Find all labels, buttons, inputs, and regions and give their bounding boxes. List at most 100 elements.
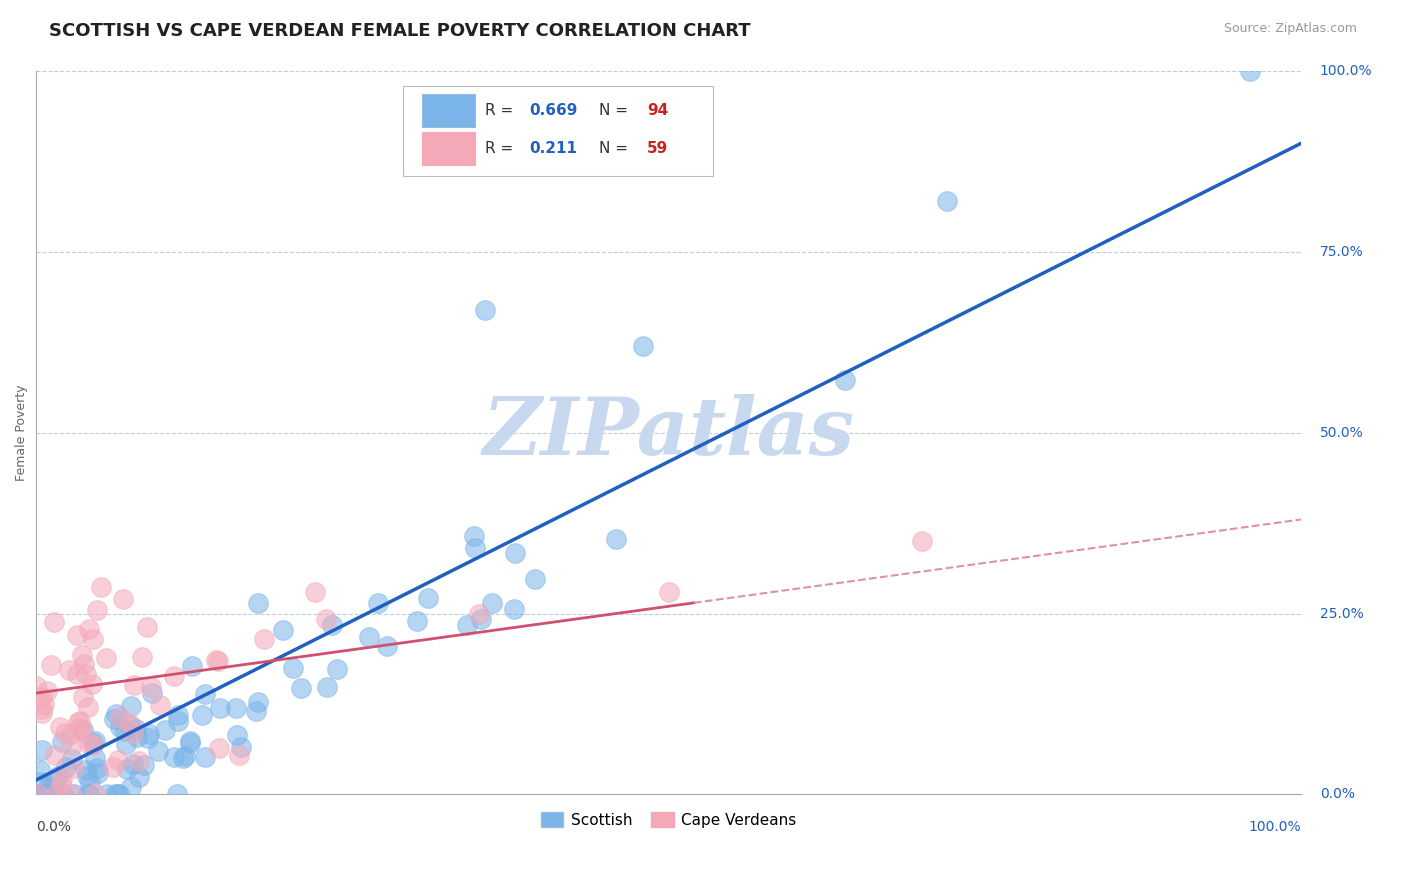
Text: SCOTTISH VS CAPE VERDEAN FEMALE POVERTY CORRELATION CHART: SCOTTISH VS CAPE VERDEAN FEMALE POVERTY … — [49, 22, 751, 40]
Point — [121, 725, 143, 739]
Point — [367, 596, 389, 610]
Point — [209, 700, 232, 714]
Point — [166, 708, 188, 723]
Point — [69, 714, 91, 729]
Text: 100.0%: 100.0% — [1249, 820, 1301, 834]
Point — [31, 690, 53, 704]
Point — [42, 615, 65, 629]
Point — [174, 749, 197, 764]
Point — [30, 775, 52, 789]
Point — [66, 714, 89, 729]
Point — [141, 686, 163, 700]
Point — [59, 727, 82, 741]
Point — [117, 762, 139, 776]
Point — [247, 695, 270, 709]
Point — [326, 662, 349, 676]
Point — [49, 720, 72, 734]
Point — [75, 764, 97, 778]
Point — [172, 751, 194, 765]
Text: N =: N = — [599, 103, 633, 119]
Point — [406, 615, 429, 629]
Point — [107, 753, 129, 767]
Point — [86, 603, 108, 617]
Point — [31, 706, 53, 720]
Point — [321, 618, 343, 632]
Point — [67, 722, 90, 736]
Point — [76, 769, 98, 783]
Point — [110, 710, 132, 724]
Point — [45, 788, 67, 802]
Point — [87, 765, 110, 780]
Point — [502, 602, 524, 616]
FancyBboxPatch shape — [404, 86, 713, 176]
Point — [148, 743, 170, 757]
Point — [633, 339, 655, 353]
Point — [27, 788, 49, 802]
Point — [416, 591, 439, 606]
Point — [605, 532, 627, 546]
Point — [271, 623, 294, 637]
Point — [94, 651, 117, 665]
Point — [128, 754, 150, 768]
Point — [162, 750, 184, 764]
Point — [75, 667, 97, 681]
Point — [375, 640, 398, 654]
Point — [166, 788, 188, 802]
Point — [60, 788, 83, 802]
Point — [48, 788, 70, 802]
Point — [179, 734, 201, 748]
Text: 0.0%: 0.0% — [37, 820, 72, 834]
Point — [229, 739, 252, 754]
Point — [104, 706, 127, 721]
FancyBboxPatch shape — [422, 95, 475, 128]
Point — [456, 617, 478, 632]
Point — [141, 680, 163, 694]
Point — [315, 612, 337, 626]
Point — [128, 770, 150, 784]
Point — [120, 719, 142, 733]
Point — [86, 761, 108, 775]
Point — [52, 788, 75, 802]
Point — [474, 302, 496, 317]
Point — [228, 747, 250, 762]
Point — [464, 541, 486, 555]
Point — [60, 751, 83, 765]
Point — [120, 699, 142, 714]
Point — [524, 572, 547, 586]
Point — [463, 529, 485, 543]
Point — [120, 717, 142, 731]
Text: 0.0%: 0.0% — [1320, 788, 1355, 801]
Text: 0.669: 0.669 — [530, 103, 578, 119]
Point — [104, 788, 127, 802]
Point — [44, 747, 66, 762]
Point — [131, 650, 153, 665]
Point — [49, 777, 72, 791]
Point — [127, 730, 149, 744]
Point — [166, 714, 188, 728]
Point — [910, 534, 932, 549]
Text: R =: R = — [485, 141, 523, 156]
Point — [32, 698, 55, 712]
Point — [25, 788, 48, 802]
Point — [30, 788, 52, 802]
Point — [58, 663, 80, 677]
Point — [82, 736, 104, 750]
Point — [77, 737, 100, 751]
Point — [44, 773, 66, 788]
Point — [179, 736, 201, 750]
Point — [37, 684, 59, 698]
Text: N =: N = — [599, 141, 633, 156]
Point — [51, 772, 73, 786]
Point — [96, 788, 118, 802]
Point — [73, 657, 96, 672]
Text: 0.211: 0.211 — [530, 141, 578, 156]
Point — [193, 687, 215, 701]
Point — [505, 546, 527, 560]
Point — [316, 680, 339, 694]
Point — [77, 788, 100, 802]
Point — [32, 788, 55, 802]
Point — [82, 738, 104, 752]
Text: 25.0%: 25.0% — [1320, 607, 1364, 621]
Point — [51, 735, 73, 749]
Point — [34, 788, 56, 802]
